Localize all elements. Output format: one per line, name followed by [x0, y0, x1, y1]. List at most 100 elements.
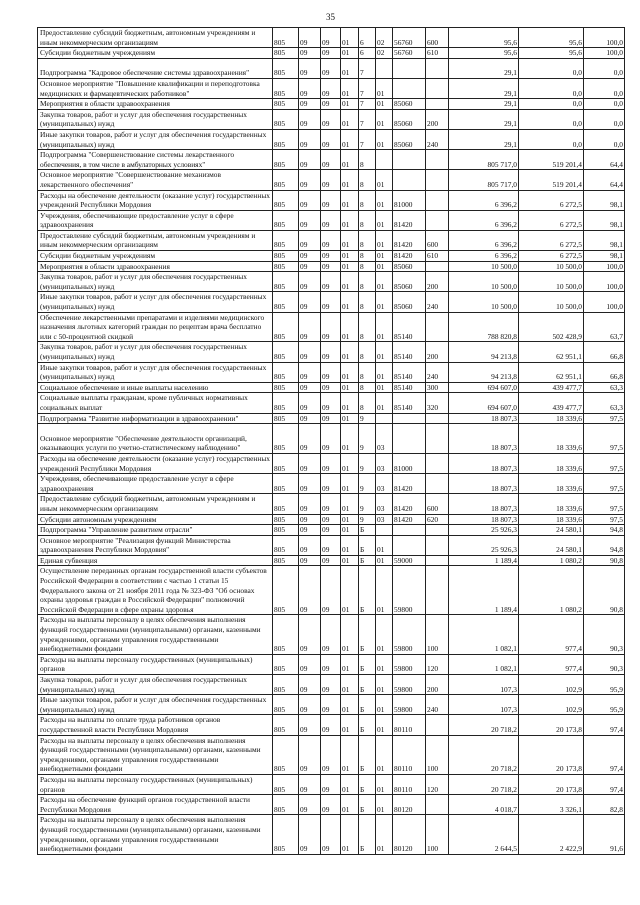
- program: 01: [340, 361, 359, 383]
- gr-code: 805: [272, 814, 299, 855]
- plan-amount: 18 807,3: [448, 452, 519, 475]
- percent-done: 100,0: [583, 260, 625, 273]
- table-row: Расходы на выплаты персоналу в целях обе…: [37, 814, 625, 855]
- table-row: Закупка товаров, работ и услуг для обесп…: [37, 271, 625, 293]
- table-row: Расходы на выплаты по оплате труда работ…: [37, 714, 625, 736]
- gr-code: 805: [272, 189, 299, 211]
- gr-code: 805: [272, 169, 299, 191]
- expense-type: 100: [425, 814, 449, 855]
- table-row: Социальное обеспечение и иные выплаты на…: [37, 381, 625, 394]
- table-row: Мероприятия в области здравоохранения 805…: [37, 98, 625, 110]
- percent-done: 100,0: [583, 26, 625, 49]
- gr-code: 805: [272, 565, 299, 616]
- event: 01: [375, 108, 393, 130]
- plan-amount: 29,1: [448, 98, 519, 110]
- table-row: Подпрограмма "Совершенствование системы …: [37, 149, 625, 171]
- section: 09: [298, 229, 321, 252]
- target-code: [392, 524, 426, 536]
- subsection: 09: [320, 108, 341, 130]
- plan-amount: 6 396,2: [448, 189, 519, 211]
- program: 01: [340, 209, 359, 231]
- gr-code: 805: [272, 250, 299, 262]
- table-row: Социальные выплаты гражданам, кроме публ…: [37, 392, 625, 414]
- subsection: 09: [320, 392, 341, 414]
- program: 01: [340, 694, 359, 716]
- gr-code: 805: [272, 473, 299, 495]
- section: 09: [298, 614, 321, 655]
- table-row: Единая субвенция 805 09 09 01 Б 01 59000 1 189,4…: [37, 554, 625, 567]
- subsection: 09: [320, 260, 341, 273]
- row-name: Расходы на выплаты по оплате труда работ…: [37, 714, 273, 736]
- program: 01: [340, 794, 359, 816]
- plan-amount: 2 644,5: [448, 814, 519, 855]
- row-name: Расходы на выплаты персоналу в целях обе…: [37, 614, 273, 655]
- gr-code: 805: [272, 47, 299, 59]
- subsection: 09: [320, 26, 341, 49]
- gr-code: 805: [272, 98, 299, 110]
- subsection: 09: [320, 653, 341, 676]
- subprogram: Б: [358, 734, 376, 775]
- expense-type: 100: [425, 734, 449, 775]
- row-name: Расходы на выплаты персоналу в целях обе…: [37, 814, 273, 855]
- plan-amount: 20 718,2: [448, 734, 519, 775]
- subsection: 09: [320, 412, 341, 425]
- plan-amount: 1 082,1: [448, 614, 519, 655]
- event: 02: [375, 26, 393, 49]
- program: 01: [340, 169, 359, 191]
- plan-amount: 25 926,3: [448, 524, 519, 536]
- section: 09: [298, 412, 321, 425]
- table-row: Субсидии бюджетным учреждениям 805 09 09 01 6…: [37, 47, 625, 59]
- subprogram: Б: [358, 565, 376, 616]
- event: 01: [375, 554, 393, 567]
- percent-done: 64,4: [583, 169, 625, 191]
- percent-done: 94,8: [583, 534, 625, 556]
- subsection: 09: [320, 773, 341, 796]
- gr-code: 805: [272, 291, 299, 313]
- row-name: Расходы на обеспечение деятельности (ока…: [37, 189, 273, 211]
- event: 01: [375, 361, 393, 383]
- expense-type: [425, 534, 449, 556]
- percent-done: 97,5: [583, 473, 625, 495]
- plan-amount: 94 213,8: [448, 341, 519, 363]
- row-name: Осуществление переданных органам государ…: [37, 565, 273, 616]
- table-row: Мероприятия в области здравоохранения 805…: [37, 260, 625, 273]
- expense-type: [425, 473, 449, 495]
- row-name: Субсидии автономным учреждениям: [37, 513, 273, 526]
- actual-amount: 0,0: [518, 128, 584, 151]
- percent-done: 90,3: [583, 614, 625, 655]
- program: 01: [340, 614, 359, 655]
- subsection: 09: [320, 493, 341, 515]
- actual-amount: 3 326,1: [518, 794, 584, 816]
- program: 01: [340, 452, 359, 475]
- subsection: 09: [320, 554, 341, 567]
- target-code: 85060: [392, 291, 426, 313]
- subsection: 09: [320, 149, 341, 171]
- event: 01: [375, 128, 393, 151]
- expense-type: 240: [425, 291, 449, 313]
- event: 03: [375, 513, 393, 526]
- subprogram: 9: [358, 412, 376, 425]
- plan-amount: 18 807,3: [448, 473, 519, 495]
- table-row: Подпрограмма "Управление развитием отрас…: [37, 524, 625, 536]
- section: 09: [298, 260, 321, 273]
- expense-type: 610: [425, 250, 449, 262]
- row-name: Социальные выплаты гражданам, кроме публ…: [37, 392, 273, 414]
- subsection: 09: [320, 229, 341, 252]
- section: 09: [298, 209, 321, 231]
- percent-done: 64,4: [583, 149, 625, 171]
- row-name: Иные закупки товаров, работ и услуг для …: [37, 361, 273, 383]
- actual-amount: 18 339,6: [518, 513, 584, 526]
- row-name: Субсидии бюджетным учреждениям: [37, 47, 273, 59]
- target-code: 80110: [392, 734, 426, 775]
- actual-amount: 1 080,2: [518, 554, 584, 567]
- gr-code: 805: [272, 734, 299, 775]
- event: [375, 57, 393, 79]
- actual-amount: 2 422,9: [518, 814, 584, 855]
- table-row: Учреждения, обеспечивающие предоставлени…: [37, 473, 625, 495]
- expense-type: 300: [425, 381, 449, 394]
- expense-type: [425, 412, 449, 425]
- percent-done: 66,8: [583, 361, 625, 383]
- event: 01: [375, 392, 393, 414]
- subsection: 09: [320, 473, 341, 495]
- table-row: Субсидии бюджетным учреждениям 805 09 09 01 8…: [37, 250, 625, 262]
